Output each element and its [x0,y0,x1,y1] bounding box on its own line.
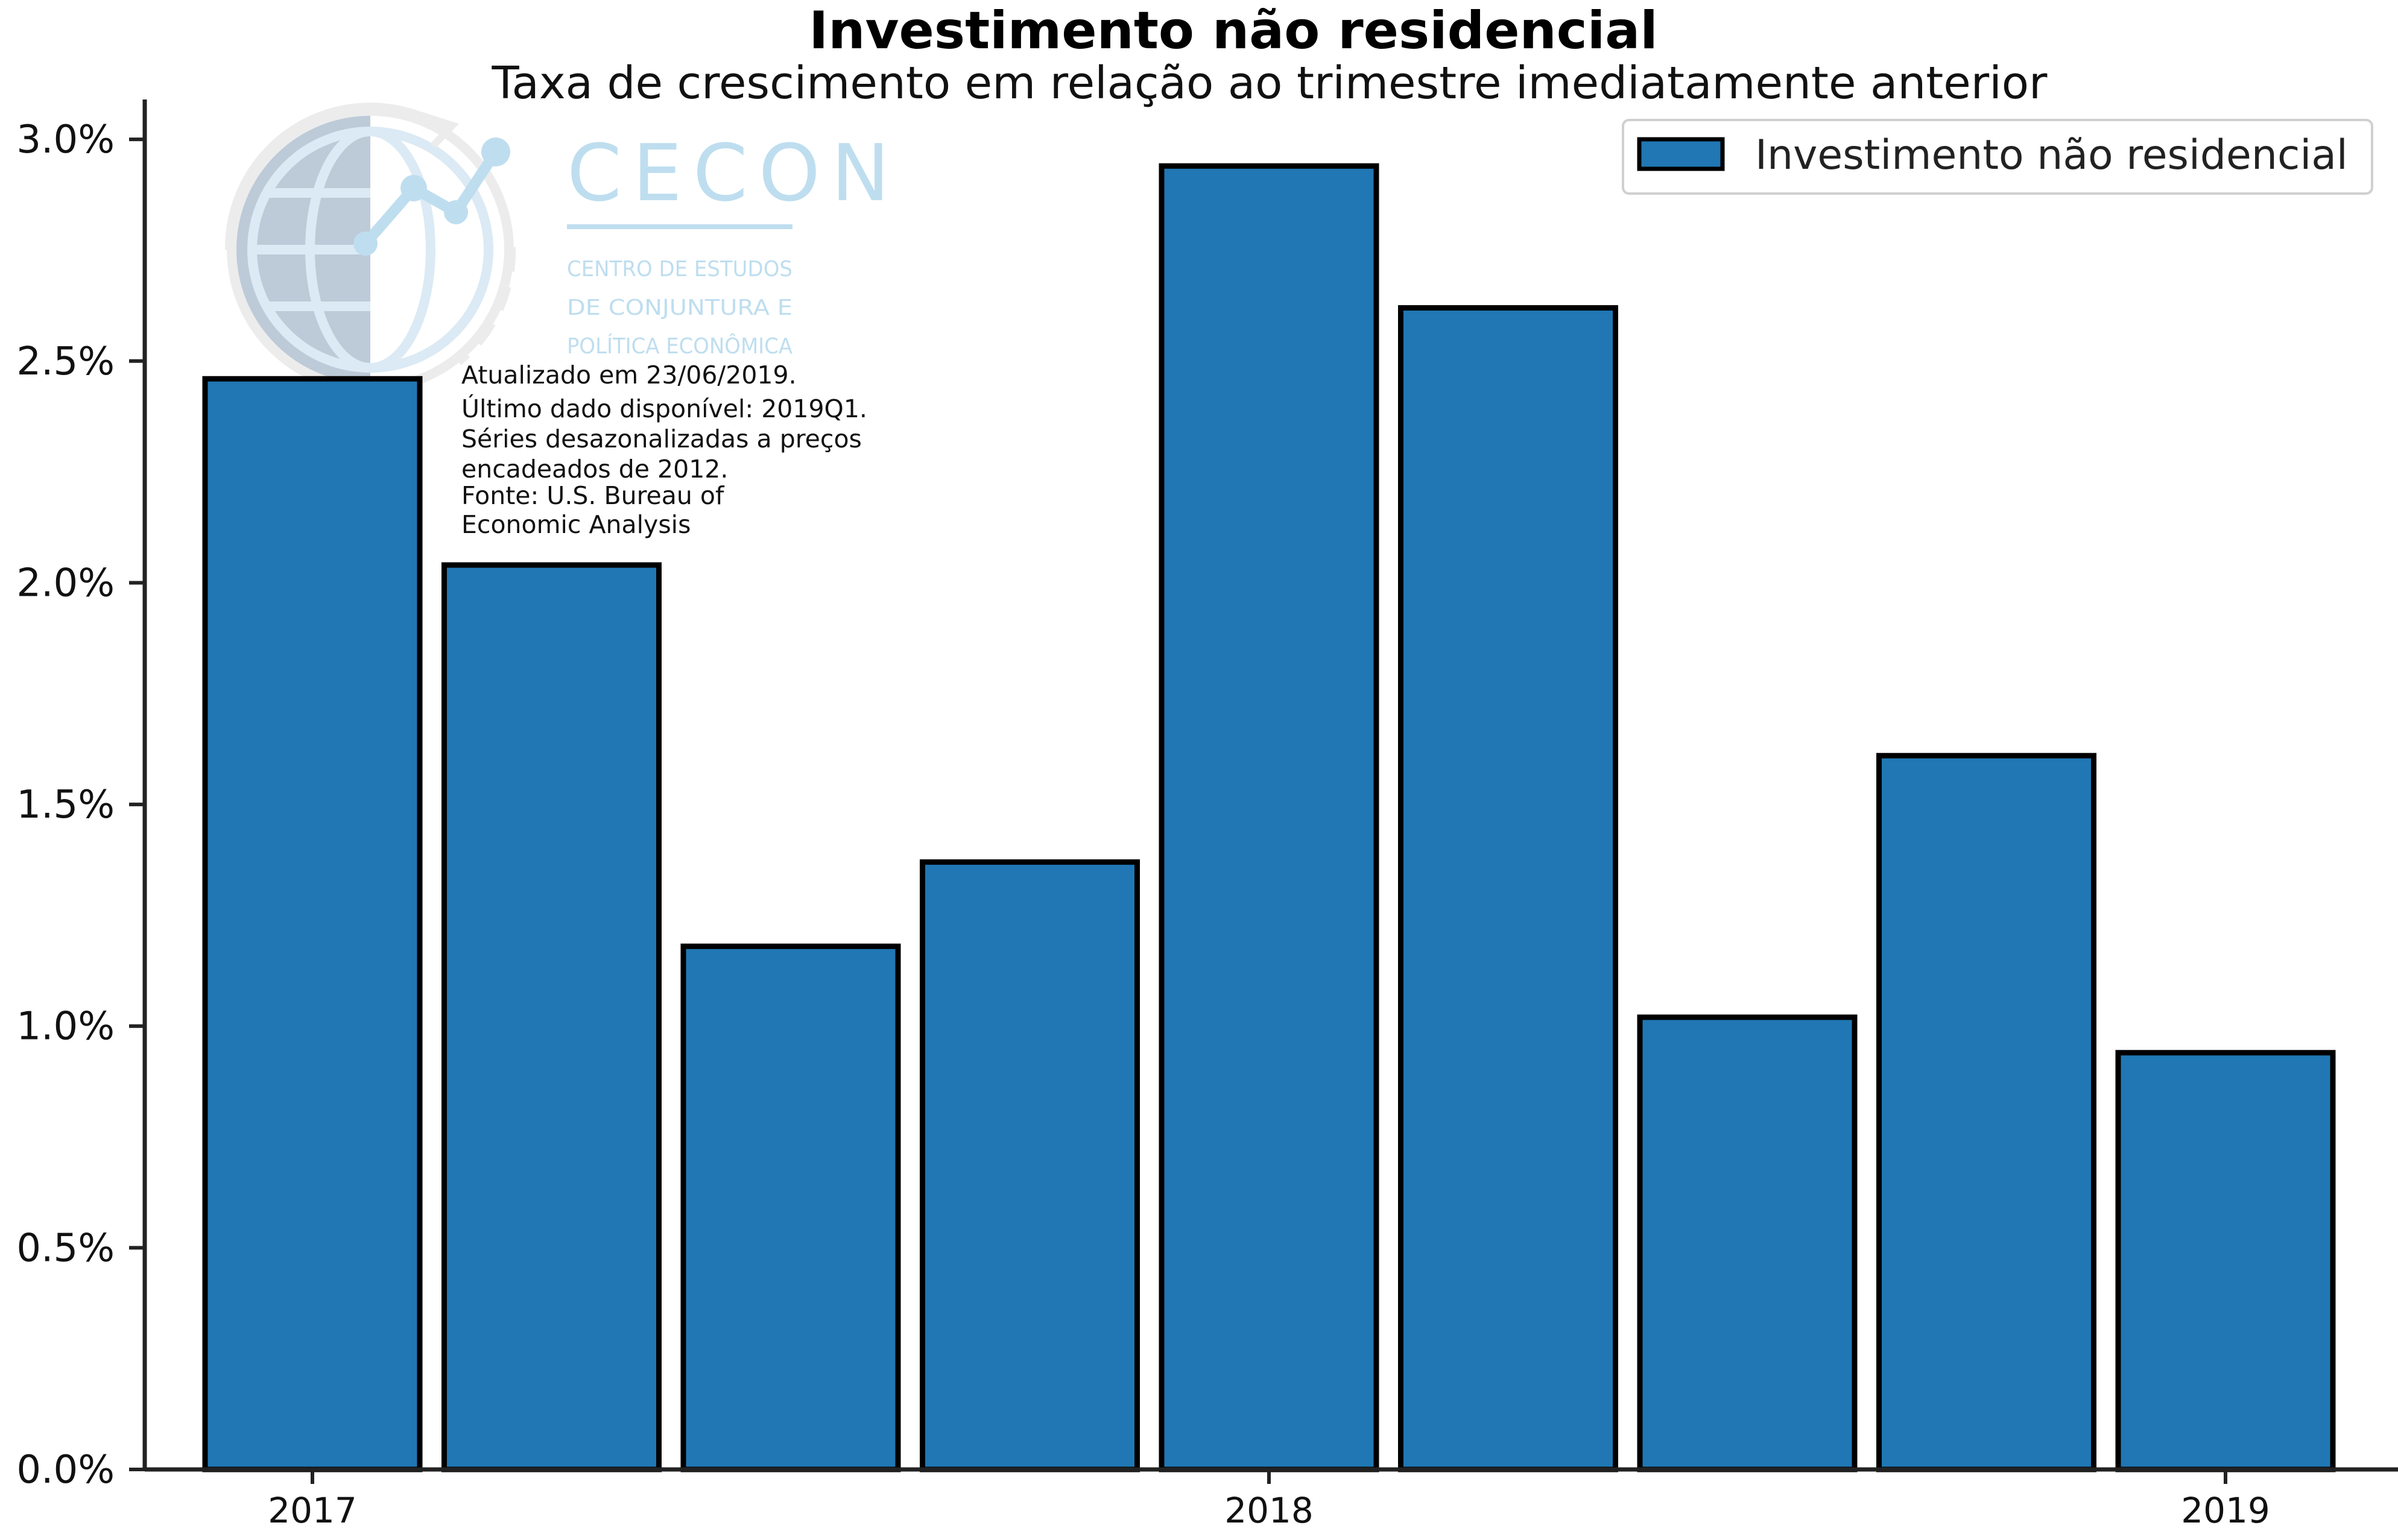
y-tick-label: 1.0% [16,1005,115,1049]
cecon-watermark-logo: CECON CENTRO DE ESTUDOS DE CONJUNTURA E PO… [224,103,900,393]
y-axis-ticks: 0.0% 0.5% 1.0% 1.5% 2.0% 2.5% 3.0% [16,118,145,1492]
bar-2017Q3 [680,943,901,1472]
bar-2018Q1 [1159,163,1379,1472]
note-line: Fonte: U.S. Bureau of [461,481,725,510]
y-tick-label: 3.0% [16,118,115,162]
chart-subtitle: Taxa de crescimento em relação ao trimes… [492,57,2048,109]
x-axis-ticks: 2017 2018 2019 [268,1469,2270,1531]
logo-subtitle-line: POLÍTICA ECONÔMICA [567,333,792,359]
trend-line-icon [353,137,510,256]
bar-2017Q2 [441,562,662,1472]
legend-box [1622,119,2373,195]
bar-2018Q2 [1398,305,1618,1472]
logo-subtitle-line: CENTRO DE ESTUDOS [567,257,792,282]
logo-subtitle-line: DE CONJUNTURA E [567,295,792,320]
y-tick-label: 2.5% [16,339,115,384]
note-line: encadeados de 2012. [461,455,728,484]
y-tick-label: 0.0% [16,1448,115,1492]
legend-swatch [1637,137,1725,171]
legend: Investimento não residencial [1622,119,2373,195]
bar-2018Q4 [1876,753,2096,1472]
x-tick-label: 2018 [1224,1490,1314,1531]
bar-2017Q4 [920,859,1140,1472]
axes [142,99,2398,1472]
chart-title: Investimento não residencial [809,1,1657,61]
y-tick-label: 0.5% [16,1226,115,1270]
logo-title: CECON [567,127,900,219]
globe-icon [224,103,516,393]
y-tick-label: 2.0% [16,561,115,605]
bar-2019Q1 [2115,1050,2336,1472]
logo-subtitle: CENTRO DE ESTUDOS DE CONJUNTURA E POLÍTICA… [567,257,792,359]
bar-2018Q3 [1637,1014,1858,1472]
note-line: Séries desazonalizadas a preços [461,424,862,453]
data-note: Atualizado em 23/06/2019. Último dado dis… [461,361,867,539]
legend-label: Investimento não residencial [1755,131,2348,179]
note-line: Atualizado em 23/06/2019. [461,361,797,390]
bar-2017Q1 [202,376,423,1472]
x-tick-label: 2017 [268,1490,357,1531]
note-line: Último dado disponível: 2019Q1. [461,394,867,423]
x-tick-label: 2019 [2181,1490,2270,1531]
y-tick-label: 1.5% [16,783,115,827]
note-line: Economic Analysis [461,510,691,539]
